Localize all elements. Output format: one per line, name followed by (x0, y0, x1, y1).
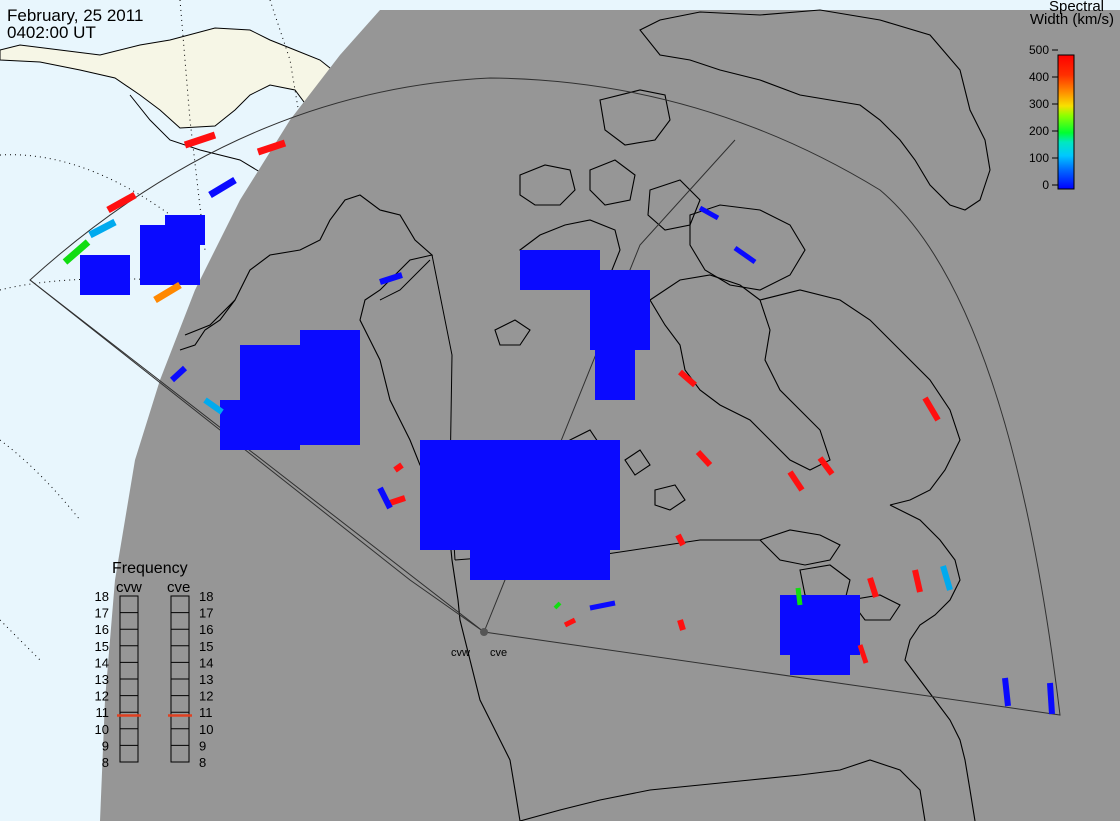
colorbar-tick-label: 300 (1029, 97, 1049, 111)
frequency-scale-label: 9 (199, 738, 206, 753)
frequency-scale-label: 18 (95, 589, 109, 604)
echo-cell (867, 577, 879, 598)
echo-cell (393, 462, 404, 473)
frequency-scale-label: 9 (102, 738, 109, 753)
echo-cell (379, 272, 403, 285)
frequency-scale-label: 16 (95, 622, 109, 637)
echo-cell (922, 396, 941, 422)
echo-cell (675, 533, 686, 547)
echo-cell-region (165, 215, 205, 245)
frequency-scale-label: 13 (199, 672, 213, 687)
echo-cell (88, 218, 117, 239)
night-region (100, 10, 1120, 821)
colorbar-tick-label: 500 (1029, 43, 1049, 57)
echo-cell (553, 601, 562, 610)
radar-echo-layer (62, 131, 1055, 715)
echo-cell (62, 239, 91, 265)
colorbar-gradient (1057, 54, 1075, 190)
echo-cell-region (300, 330, 360, 370)
frequency-scale-label: 8 (199, 755, 206, 770)
echo-cell-region (80, 255, 130, 295)
spectral-width-colorbar: 500 400 300 200 100 0 (1029, 43, 1075, 192)
echo-cell (183, 131, 217, 149)
frequency-scale-label: 18 (199, 589, 213, 604)
echo-cell (912, 569, 923, 593)
radar-site-label-cvw: cvw (451, 647, 470, 659)
echo-cell-region (590, 270, 650, 350)
frequency-scale-label: 10 (95, 722, 109, 737)
echo-cell (1047, 682, 1055, 715)
colorbar-tick-label: 0 (1042, 178, 1049, 192)
date-label: February, 25 2011 (7, 6, 144, 25)
colorbar-title-line1: Spectral (1048, 0, 1104, 15)
coastlines (179, 9, 991, 821)
day-grid (0, 0, 301, 661)
frequency-scale-label: 17 (95, 606, 109, 621)
echo-cell (377, 486, 393, 510)
frequency-scale-label: 14 (199, 655, 213, 670)
echo-cell-region (520, 250, 600, 290)
frequency-title: Frequency (112, 560, 188, 577)
frequency-scale-label: 12 (95, 689, 109, 704)
radar-site-label-cve: cve (490, 647, 508, 659)
frequency-scale-label: 14 (95, 655, 109, 670)
frequency-scale-label: 11 (199, 705, 213, 720)
echo-cell (678, 369, 697, 388)
echo-cell-region (220, 400, 300, 450)
frequency-scale-label: 12 (199, 689, 213, 704)
echo-cell-region (425, 460, 485, 490)
time-label: 0402:00 UT (7, 23, 96, 42)
frequency-scale-label: 15 (199, 639, 213, 654)
echo-cell-region (790, 640, 850, 675)
echo-cell (106, 191, 137, 214)
echo-cell (256, 139, 287, 156)
echo-cell (695, 449, 713, 468)
echo-cell (857, 644, 869, 664)
frequency-scale-label: 10 (199, 722, 213, 737)
frequency-scale-label: 8 (102, 755, 109, 770)
echo-cell (203, 397, 224, 415)
echo-cell (795, 587, 803, 606)
frequency-radar-cve-label: cve (167, 579, 191, 596)
echo-cell (563, 617, 577, 628)
frequency-scale-label: 16 (199, 622, 213, 637)
radar-site-marker (480, 628, 488, 636)
echo-cell (733, 245, 757, 265)
echo-cell (698, 205, 720, 221)
echo-cell (208, 176, 237, 199)
echo-cell-region (540, 470, 620, 530)
frequency-radar-cvw-label: cvw (116, 579, 142, 596)
frequency-scale-label: 11 (96, 705, 110, 720)
colorbar-title-line2: Width (km/s) (1029, 11, 1114, 28)
echo-cell (169, 365, 188, 383)
frequency-scale-label: 17 (199, 606, 213, 621)
echo-cell-region (595, 350, 635, 400)
echo-cell (677, 619, 686, 631)
frequency-scale-label: 13 (95, 672, 109, 687)
colorbar-tick-label: 100 (1029, 151, 1049, 165)
echo-cell (1002, 677, 1011, 707)
echo-cell (589, 600, 616, 611)
colorbar-tick-label: 400 (1029, 70, 1049, 84)
echo-cell (817, 456, 835, 476)
echo-cell (153, 281, 182, 304)
echo-cell (940, 565, 953, 591)
colorbar-ticks: 500 400 300 200 100 0 (1029, 43, 1058, 192)
echo-cell (787, 470, 805, 492)
colorbar-tick-label: 200 (1029, 124, 1049, 138)
frequency-scale-label: 15 (95, 639, 109, 654)
echo-cell (389, 495, 406, 506)
